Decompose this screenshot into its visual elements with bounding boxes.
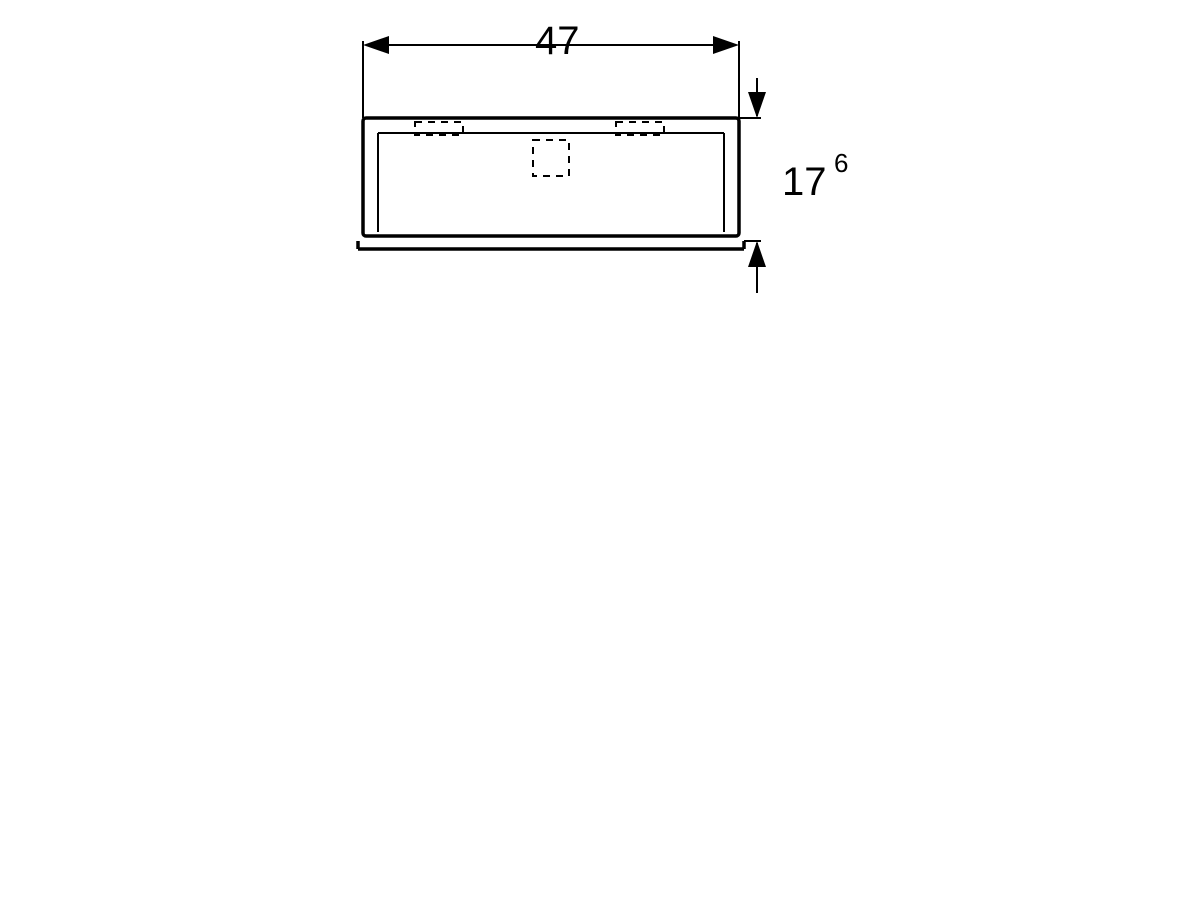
technical-drawing: 47 176: [0, 0, 1200, 900]
arrowhead: [748, 92, 766, 118]
arrowhead: [748, 241, 766, 267]
width-dim-label: 47: [535, 19, 580, 63]
center-dashed-square: [533, 140, 569, 176]
height-dim-label: 17: [782, 160, 827, 204]
arrowhead: [363, 36, 389, 54]
arrowhead: [713, 36, 739, 54]
height-dim-superscript: 6: [834, 148, 848, 178]
